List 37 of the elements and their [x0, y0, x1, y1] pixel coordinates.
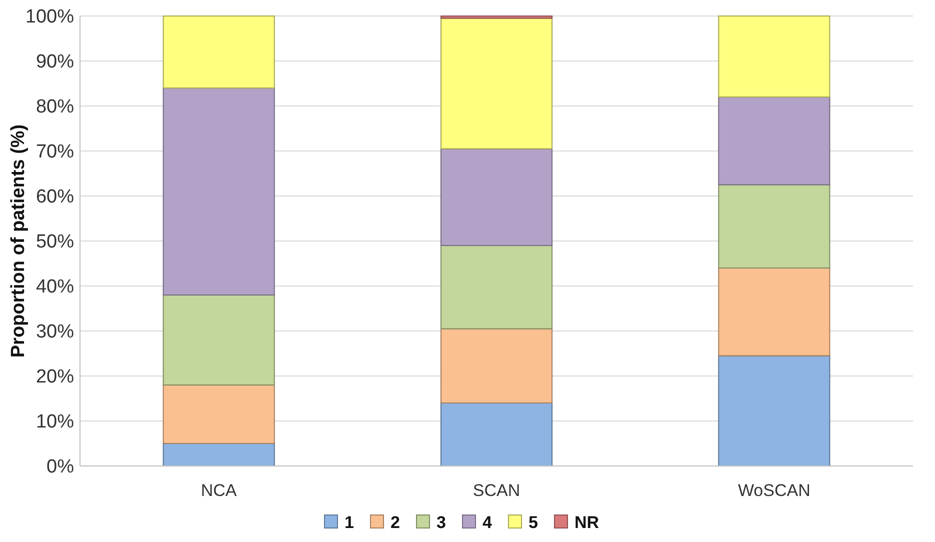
y-tick-label: 60%	[36, 186, 74, 208]
y-tick-label: 40%	[36, 276, 74, 298]
x-tick-label: WoSCAN	[738, 481, 810, 500]
y-tick-label: 0%	[46, 456, 74, 478]
bar	[718, 355, 830, 466]
bar	[718, 16, 830, 98]
x-tick-label: NCA	[200, 481, 238, 500]
y-tick-label: 90%	[36, 52, 74, 73]
bar	[440, 18, 553, 150]
y-tick-label: 20%	[36, 366, 74, 388]
bar	[718, 268, 830, 356]
bar	[162, 16, 275, 88]
bar	[162, 294, 275, 386]
bar	[162, 384, 275, 444]
legend-label: 1	[344, 513, 354, 532]
legend-label: 2	[390, 513, 400, 532]
bar	[440, 16, 553, 19]
legend-label: NR	[574, 513, 600, 532]
legend-label: 5	[528, 513, 538, 532]
y-tick-label: 80%	[36, 96, 74, 118]
legend-label: 3	[436, 513, 446, 532]
bar	[440, 245, 553, 330]
bar	[162, 443, 275, 466]
y-axis-title: Proportion of patients (%)	[8, 124, 29, 358]
bar	[162, 88, 275, 296]
bar	[440, 402, 553, 466]
y-tick-label: 30%	[36, 322, 74, 343]
y-tick-label: 100%	[25, 6, 74, 28]
legend-label: 4	[482, 513, 492, 532]
y-tick-label: 70%	[36, 142, 74, 163]
y-tick-label: 10%	[36, 412, 74, 433]
bar	[440, 148, 553, 246]
bar	[718, 184, 830, 268]
x-tick-label: SCAN	[472, 481, 520, 500]
bar	[440, 328, 553, 404]
bar	[718, 96, 830, 186]
y-tick-label: 50%	[36, 232, 74, 253]
